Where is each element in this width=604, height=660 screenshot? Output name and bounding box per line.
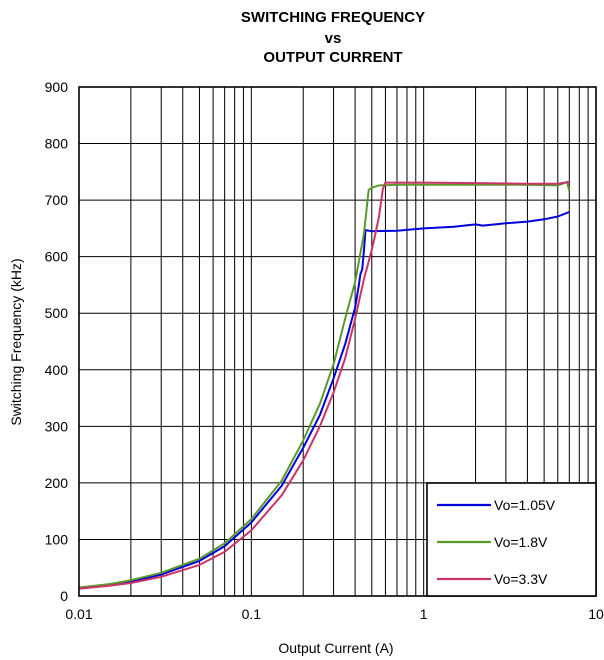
y-tick-label: 300 bbox=[45, 418, 69, 434]
y-tick-label: 0 bbox=[60, 588, 68, 604]
legend-label: Vo=1.8V bbox=[494, 534, 548, 550]
legend-label: Vo=3.3V bbox=[494, 571, 548, 587]
x-tick-label: 0.01 bbox=[65, 606, 92, 622]
y-tick-label: 100 bbox=[45, 531, 69, 547]
chart-title-line-1: SWITCHING FREQUENCY bbox=[241, 9, 425, 26]
y-tick-labels: 0 100 200 300 400 500 600 700 800 900 bbox=[45, 79, 69, 604]
plot-frame bbox=[78, 86, 597, 597]
y-tick-label: 400 bbox=[45, 362, 69, 378]
x-tick-labels: 0.01 0.1 1 10 bbox=[65, 606, 604, 622]
legend-box bbox=[426, 482, 597, 597]
y-tick-label: 700 bbox=[45, 192, 69, 208]
y-tick-label: 800 bbox=[45, 136, 69, 152]
series-line bbox=[78, 181, 571, 589]
legend: Vo=1.05V Vo=1.8V Vo=3.3V bbox=[426, 482, 597, 597]
legend-label: Vo=1.05V bbox=[494, 497, 556, 513]
y-tick-label: 600 bbox=[45, 249, 69, 265]
y-axis-label: Switching Frequency (kHz) bbox=[8, 258, 24, 425]
chart-title-line-3: OUTPUT CURRENT bbox=[263, 49, 402, 66]
x-tick-label: 0.1 bbox=[242, 606, 262, 622]
series-line bbox=[78, 211, 570, 590]
y-tick-label: 500 bbox=[45, 305, 69, 321]
chart-title-line-2: vs bbox=[325, 30, 342, 47]
chart-title: SWITCHING FREQUENCY vs OUTPUT CURRENT bbox=[241, 9, 425, 66]
series-line bbox=[78, 181, 570, 590]
y-tick-label: 200 bbox=[45, 475, 69, 491]
x-tick-label: 10 bbox=[588, 606, 604, 622]
x-axis-label: Output Current (A) bbox=[278, 640, 393, 656]
series-lines bbox=[78, 181, 571, 590]
x-tick-label: 1 bbox=[420, 606, 428, 622]
y-tick-label: 900 bbox=[45, 79, 69, 95]
